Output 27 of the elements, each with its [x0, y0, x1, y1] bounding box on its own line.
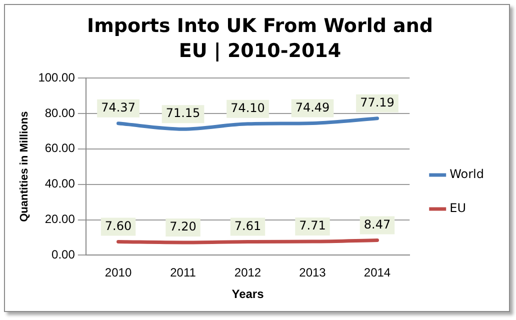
x-tick-label: 2013	[299, 266, 326, 280]
y-axis-title: Quantities in Millions	[18, 111, 31, 222]
data-label: 74.37	[101, 100, 136, 115]
legend-label: EU	[450, 201, 466, 216]
data-label: 77.19	[360, 96, 394, 110]
x-tick-label: 2010	[104, 266, 132, 280]
data-label: 74.10	[230, 101, 265, 116]
x-tick-label: 2011	[170, 266, 196, 280]
line-series	[116, 116, 379, 131]
data-label: 71.15	[166, 106, 200, 120]
legend-label: World	[450, 167, 484, 182]
y-tick-label: 40.00	[44, 176, 76, 191]
y-tick-label: 60.00	[44, 141, 76, 156]
x-axis-title: Years	[232, 287, 264, 302]
x-tick-label: 2012	[234, 266, 262, 280]
y-tick-label: 20.00	[44, 212, 76, 226]
x-tick-label: 2014	[364, 266, 391, 280]
data-label: 74.49	[295, 100, 330, 114]
data-label: 7.60	[104, 218, 132, 233]
data-label: 8.47	[364, 217, 391, 232]
y-tick-label: 0.00	[52, 248, 76, 262]
y-tick-label: 100.00	[38, 70, 76, 84]
data-label: 7.61	[234, 218, 262, 233]
y-tick-label: 80.00	[44, 106, 76, 120]
data-label: 7.20	[170, 220, 196, 234]
chart-title: Imports Into UK From World and EU | 2010-2014	[86, 14, 434, 64]
data-label: 7.71	[299, 218, 326, 233]
